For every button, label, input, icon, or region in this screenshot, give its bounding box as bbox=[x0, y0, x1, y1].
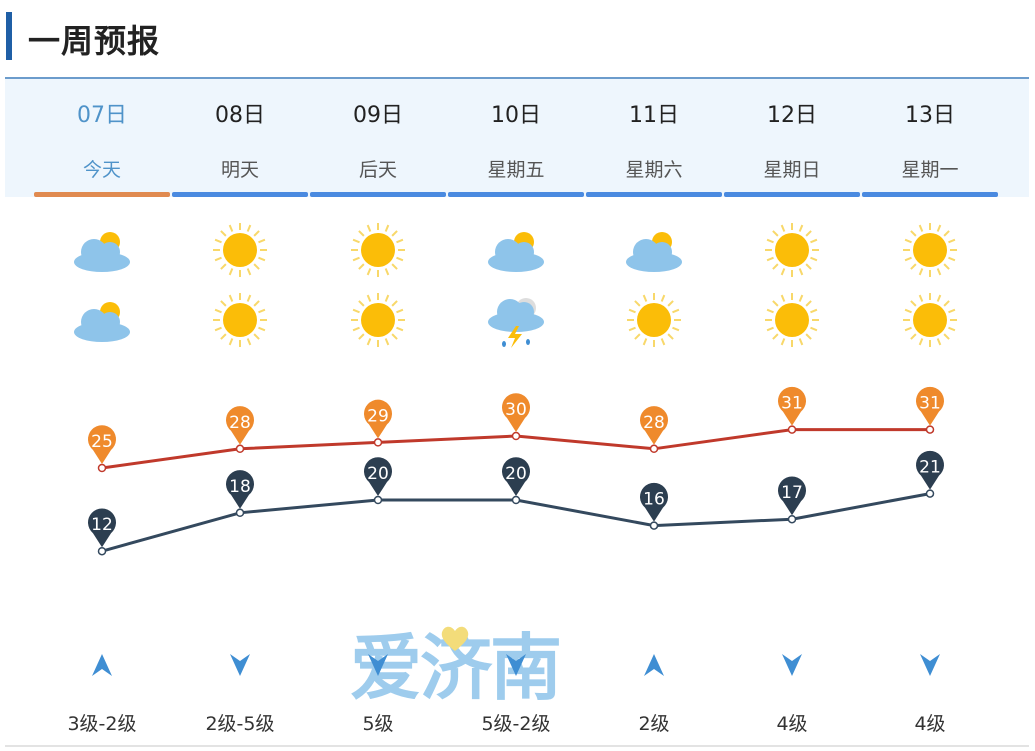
low-temp-marker: 20 bbox=[502, 457, 530, 505]
tab-indicator bbox=[310, 192, 446, 197]
temp-label: 28 bbox=[643, 413, 665, 433]
partly-cloudy-icon bbox=[72, 290, 132, 350]
low-temp-marker: 12 bbox=[88, 508, 116, 556]
tab-day-4[interactable]: 11日星期六 bbox=[586, 79, 722, 197]
tab-date: 10日 bbox=[491, 103, 541, 128]
wind-level: 5级-2级 bbox=[481, 713, 551, 735]
wind-down-arrow-icon bbox=[366, 652, 390, 678]
tab-day-5[interactable]: 12日星期日 bbox=[724, 79, 860, 197]
tab-date: 12日 bbox=[767, 103, 817, 128]
temperature-chart: 25 28 29 30 28 31 31 12 18 20 20 16 17 21 bbox=[88, 386, 944, 556]
wind-level: 5级 bbox=[362, 713, 394, 735]
high-temp-marker: 31 bbox=[916, 386, 944, 434]
low-temp-marker: 21 bbox=[916, 450, 944, 498]
wind-down-arrow-icon bbox=[918, 652, 942, 678]
low-temp-marker: 16 bbox=[640, 482, 668, 530]
tab-day-6[interactable]: 13日星期一 bbox=[862, 79, 998, 197]
wind-down-arrow-icon bbox=[228, 652, 252, 678]
tab-indicator bbox=[586, 192, 722, 197]
sunny-icon bbox=[900, 220, 960, 280]
tab-date: 07日 bbox=[77, 103, 127, 128]
high-temp-marker: 25 bbox=[88, 425, 116, 473]
sunny-icon bbox=[900, 290, 960, 350]
temp-label: 12 bbox=[91, 515, 113, 535]
high-temp-marker: 28 bbox=[226, 406, 254, 454]
tab-indicator bbox=[34, 192, 170, 197]
low-temp-marker: 17 bbox=[778, 476, 806, 524]
partly-cloudy-icon bbox=[486, 220, 546, 280]
tab-day-1[interactable]: 08日明天 bbox=[172, 79, 308, 197]
temp-label: 31 bbox=[919, 394, 941, 414]
temp-label: 31 bbox=[781, 394, 803, 414]
high-temp-marker: 28 bbox=[640, 406, 668, 454]
temp-label: 25 bbox=[91, 432, 113, 452]
tab-weekday: 星期一 bbox=[901, 159, 959, 181]
wind-up-arrow-icon bbox=[642, 652, 666, 678]
wind-level: 4级 bbox=[776, 713, 808, 735]
wind-level: 2级 bbox=[638, 713, 670, 735]
tab-weekday: 星期六 bbox=[625, 159, 683, 181]
sunny-icon bbox=[762, 290, 822, 350]
page-title: 一周预报 bbox=[28, 22, 161, 60]
thunder-shower-icon bbox=[486, 290, 546, 350]
wind-level: 4级 bbox=[914, 713, 946, 735]
temp-label: 21 bbox=[919, 458, 941, 478]
tab-weekday: 后天 bbox=[358, 159, 397, 181]
tab-weekday: 今天 bbox=[82, 159, 121, 181]
tab-day-2[interactable]: 09日后天 bbox=[310, 79, 446, 197]
sunny-icon bbox=[210, 290, 270, 350]
tab-indicator bbox=[172, 192, 308, 197]
tab-date: 08日 bbox=[215, 103, 265, 128]
wind-down-arrow-icon bbox=[504, 652, 528, 678]
divider bbox=[5, 745, 1029, 747]
tab-date: 13日 bbox=[905, 103, 955, 128]
partly-cloudy-icon bbox=[72, 220, 132, 280]
sunny-icon bbox=[348, 220, 408, 280]
temp-label: 16 bbox=[643, 490, 665, 510]
temp-label: 30 bbox=[505, 400, 527, 420]
tab-weekday: 明天 bbox=[220, 159, 259, 181]
wind-up-arrow-icon bbox=[90, 652, 114, 678]
day-tabs: 07日 今天 08日 明天 09日 后天 10日 星期五 11日 星期六 12日 星期日 13日 星期一 bbox=[5, 77, 1029, 197]
low-temp-marker: 18 bbox=[225, 470, 254, 518]
temp-label: 29 bbox=[367, 406, 389, 426]
temp-label: 17 bbox=[781, 483, 803, 503]
sunny-icon bbox=[624, 290, 684, 350]
temp-label: 20 bbox=[505, 464, 527, 484]
heart-icon bbox=[441, 626, 469, 651]
tab-date: 11日 bbox=[629, 103, 679, 128]
sunny-icon bbox=[348, 290, 408, 350]
partly-cloudy-icon bbox=[624, 220, 684, 280]
temp-label: 28 bbox=[229, 413, 251, 433]
tab-day-0[interactable]: 07日今天 bbox=[34, 79, 170, 197]
high-temp-marker: 29 bbox=[364, 399, 392, 447]
wind-level: 2级-5级 bbox=[205, 713, 275, 735]
low-temp-marker: 20 bbox=[364, 457, 392, 505]
wind-down-arrow-icon bbox=[780, 652, 804, 678]
tab-indicator bbox=[724, 192, 860, 197]
temp-label: 18 bbox=[229, 477, 251, 497]
sunny-icon bbox=[210, 220, 270, 280]
tab-weekday: 星期日 bbox=[763, 159, 821, 181]
tab-indicator bbox=[862, 192, 998, 197]
title-accent-bar bbox=[6, 12, 12, 60]
tab-date: 09日 bbox=[353, 103, 403, 128]
wind-level: 3级-2级 bbox=[67, 713, 137, 735]
temp-label: 20 bbox=[367, 464, 389, 484]
sunny-icon bbox=[762, 220, 822, 280]
high-temp-marker: 31 bbox=[778, 386, 806, 434]
tab-weekday: 星期五 bbox=[487, 159, 545, 181]
tab-day-3[interactable]: 10日星期五 bbox=[448, 79, 584, 197]
high-temp-marker: 30 bbox=[502, 393, 530, 441]
tab-indicator bbox=[448, 192, 584, 197]
